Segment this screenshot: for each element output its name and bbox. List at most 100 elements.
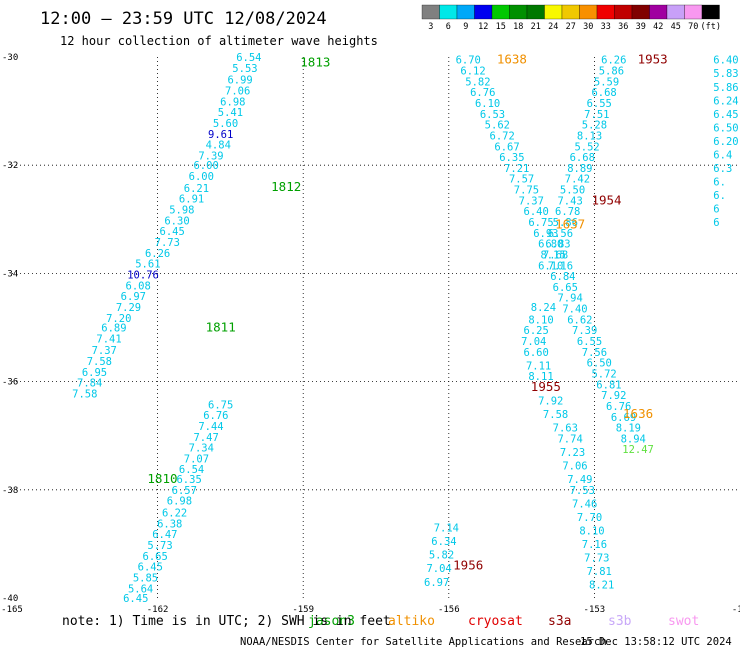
colorbar-label: 39 [636,22,646,32]
data-point: 6.45 [138,562,163,574]
data-point: 6.26 [601,55,626,67]
data-point: 7.75 [514,185,539,197]
colorbar-swatch [684,4,703,20]
data-point: 6.98 [220,96,245,108]
data-point: 6.47 [152,529,177,541]
colorbar-swatch [439,4,458,20]
colorbar-swatch [579,4,598,20]
data-point: 7.92 [601,390,626,402]
data-point: 7.74 [557,433,582,445]
data-point: 5.86 [713,82,738,94]
x-tick-label: -15 [732,605,740,615]
colorbar: 3 6 9 12 15 18 21 24 27 30 33 36 39 42 45 70 (ft) [421,4,721,32]
data-point: 6.65 [143,551,168,563]
data-point: 6.75 [528,217,553,229]
data-point: 6.72 [490,130,515,142]
data-point: 7.94 [557,293,582,305]
data-point: 7.73 [584,552,609,564]
grid-lines [12,57,740,598]
data-point: 7.39 [572,325,597,337]
time-label: 1813 [300,54,330,69]
data-point: 6.84 [550,271,575,283]
data-point: 6.55 [577,336,602,348]
data-point: 7.51 [584,109,609,121]
data-point: 10.76 [127,269,159,281]
data-point: 6.45 [160,226,185,238]
data-point: 5.28 [582,120,607,132]
data-point: 8.10 [528,314,553,326]
data-point: 6.93 [533,228,558,240]
data-point: 6.00 [193,160,218,172]
data-point: 6.45 [713,109,738,121]
data-point: 5.73 [147,540,172,552]
data-point: 5.53 [232,63,257,75]
data-point: 7.73 [155,237,180,249]
data-point: 5.52 [574,141,599,153]
data-point: 6.08 [126,280,151,292]
colorbar-label: 18 [513,22,523,32]
data-point: 8.21 [589,579,614,591]
data-point: 6.50 [713,122,738,134]
data-point: 7.04 [426,563,451,575]
colorbar-label: 6 [446,22,451,32]
data-point: 5.61 [135,259,160,271]
data-point: 7.57 [509,174,534,186]
data-point: 5.41 [218,107,243,119]
data-point: 7.46 [572,498,597,510]
time-label: 1636 [623,406,653,421]
data-point: 7.49 [567,474,592,486]
time-label: 1954 [591,192,621,207]
data-point: 6.25 [524,325,549,337]
colorbar-label: 36 [618,22,628,32]
data-point: 6.35 [499,152,524,164]
data-point: 7.44 [198,421,223,433]
data-point: 6.40 [524,206,549,218]
data-point: 8.19 [616,423,641,435]
data-point: 6.67 [494,141,519,153]
time-label: 1812 [271,179,301,194]
data-point: 6.00 [189,171,214,183]
colorbar-label: 30 [583,22,593,32]
data-point: 5.50 [560,185,585,197]
data-point: 6.98 [167,496,192,508]
data-point: 7.23 [560,447,585,459]
data-point: 7.20 [106,313,131,325]
legend-altiko: altiko [388,614,435,629]
data-point: 6.69 [611,412,636,424]
footer-note: note: 1) Time is in UTC; 2) SWH is in fe… [62,614,391,629]
data-point: 8.15 [540,249,565,261]
data-point: 6.70 [456,55,481,67]
data-point: 5.59 [594,76,619,88]
data-point: 7.04 [521,336,546,348]
colorbar-label: 9 [463,22,468,32]
data-point: 7.81 [587,566,612,578]
colorbar-label: (ft) [701,22,721,32]
data-point: 7.37 [519,195,544,207]
data-point: 6.38 [157,518,182,530]
data-point: 6.54 [236,52,261,64]
colorbar-swatch [421,4,440,20]
data-point: 7.34 [189,443,214,455]
data-point: 6.89 [101,323,126,335]
colorbar-label: 12 [478,22,488,32]
footer-timestamp: 15 Dec 13:58:12 UTC 2024 [580,636,732,648]
data-point: 6.12 [460,66,485,78]
data-point: 6.56 [548,228,573,240]
time-label: 1955 [531,379,561,394]
time-labels: 1813 1812 1811 1810 1638 1637 1636 1953 1954 1955… [147,52,667,573]
footer-credit: NOAA/NESDIS Center for Satellite Applica… [240,636,607,648]
data-point: 5.72 [591,368,616,380]
colorbar-label: 24 [548,22,558,32]
data-point: 7.47 [193,432,218,444]
time-label: 1810 [147,471,177,486]
data-point: 6.68 [570,152,595,164]
data-point: 7.07 [184,453,209,465]
data-point: 5.62 [485,120,510,132]
data-point: 6.76 [606,401,631,413]
x-tick-label: -165 [1,605,23,615]
data-point: 7.37 [92,345,117,357]
colorbar-swatch [666,4,685,20]
legend-swot: swot [668,614,699,629]
data-point: 7.58 [72,389,97,401]
